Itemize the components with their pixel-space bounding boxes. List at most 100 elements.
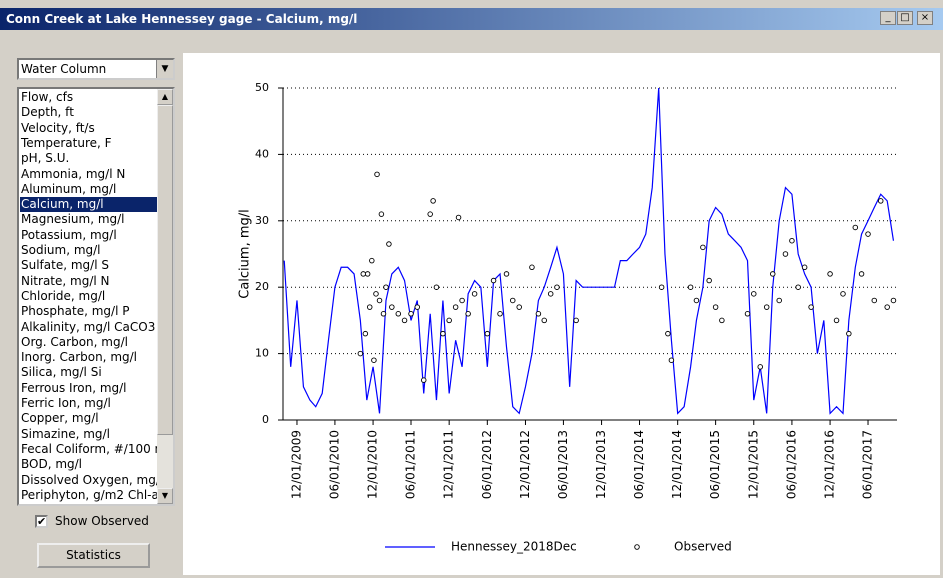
observed-point (858, 271, 865, 277)
observed-point (719, 317, 725, 324)
y-tick-label: 40 (255, 147, 269, 160)
observed-point (776, 297, 782, 304)
minimize-button[interactable]: _ (880, 11, 896, 25)
x-tick-label: 06/01/2013 (556, 430, 570, 499)
list-item[interactable]: Phosphate, mg/l P (21, 304, 130, 319)
observed-point (789, 237, 795, 244)
observed-point (795, 284, 801, 290)
scrollbar[interactable]: ▲ ▼ (157, 89, 173, 504)
observed-point (541, 317, 547, 324)
series-line (283, 87, 895, 415)
y-axis-label: Calcium, mg/l (238, 209, 253, 299)
observed-point (395, 311, 402, 317)
observed-point (471, 291, 478, 297)
observed-point (408, 311, 414, 317)
observed-point (459, 297, 465, 304)
x-tick-label: 06/01/2011 (404, 430, 418, 499)
observed-point (827, 271, 833, 277)
dropdown[interactable]: Water Column ▼ (17, 58, 175, 80)
list-item[interactable]: Depth, ft (21, 105, 74, 120)
observed-point (744, 311, 751, 317)
observed-point (366, 304, 373, 310)
y-tick-label: 30 (255, 214, 269, 227)
x-tick-label: 12/01/2016 (823, 430, 837, 499)
observed-point (884, 304, 890, 310)
list-box: ▲ ▼ Flow, cfs Depth, ft Velocity, ft/s Temp… (17, 87, 175, 506)
observed-point (529, 264, 535, 271)
observed-point (420, 377, 427, 383)
observed-point (846, 330, 852, 337)
observed-point (547, 291, 554, 297)
y-tick-label: 50 (255, 81, 269, 94)
list-item[interactable]: Simazine, mg/l (21, 426, 110, 441)
list-item[interactable]: pH, S.U. (21, 151, 70, 166)
checkbox-label[interactable]: Show Observed (55, 514, 149, 528)
list-item[interactable]: Silica, mg/l Si (21, 365, 102, 380)
list-item[interactable]: Org. Carbon, mg/l (21, 334, 128, 349)
button-label: Statistics (66, 548, 121, 562)
observed-point (371, 357, 377, 363)
list-item[interactable]: BOD, mg/l (21, 457, 83, 472)
list-item[interactable]: Inorg. Carbon, mg/l (21, 350, 137, 365)
x-tick-label: 06/01/2012 (480, 430, 494, 499)
list-item[interactable]: Nitrate, mg/l N (21, 273, 110, 288)
observed-point (430, 198, 436, 204)
observed-point (369, 257, 375, 264)
scroll-thumb[interactable] (157, 105, 173, 435)
x-tick-label: 12/01/2012 (518, 430, 532, 499)
list-item[interactable]: Aluminum, mg/l (21, 181, 117, 196)
observed-point (510, 297, 516, 304)
observed-point (490, 277, 497, 284)
list-item[interactable]: Ferric Ion, mg/l (21, 396, 111, 410)
legend-label: Observed (674, 540, 732, 554)
observed-point (362, 330, 369, 337)
statistics-button[interactable]: Statistics (37, 543, 150, 568)
observed-point (763, 304, 770, 310)
list-item[interactable]: Alkalinity, mg/l CaCO3 (21, 319, 156, 334)
y-tick-label: 10 (255, 347, 269, 360)
list-item[interactable]: Dissolved Oxygen, mg/l (21, 472, 157, 487)
x-tick-label: 12/01/2010 (366, 430, 380, 499)
list-item[interactable]: Ferrous Iron, mg/l (21, 380, 127, 395)
list-item[interactable]: Copper, mg/l (21, 411, 99, 426)
y-tick-label: 0 (262, 413, 269, 426)
list-item[interactable]: Ammonia, mg/l N (21, 166, 126, 181)
observed-point (433, 284, 440, 290)
x-tick-label: 12/01/2011 (442, 430, 456, 499)
observed-point (693, 297, 700, 304)
scroll-up[interactable]: ▲ (157, 89, 173, 105)
list-item[interactable]: Temperature, F (21, 135, 112, 150)
list-item[interactable]: Periphyton, g/m2 Chl-a (21, 487, 157, 502)
list-item[interactable]: Magnesium, mg/l (21, 212, 125, 227)
observed-point (668, 357, 675, 363)
observed-point (446, 317, 452, 324)
checkbox[interactable]: ✔ (35, 515, 48, 528)
observed-point (378, 211, 385, 217)
x-tick-label: 12/01/2015 (746, 430, 760, 499)
list-item[interactable]: Sulfate, mg/l S (21, 258, 109, 273)
observed-point (383, 284, 389, 290)
close-button[interactable]: × (917, 11, 933, 25)
observed-point (871, 297, 878, 304)
observed-point (712, 304, 719, 310)
maximize-button[interactable]: □ (897, 11, 913, 25)
list-item[interactable]: Calcium, mg/l (20, 197, 157, 213)
dropdown-arrow[interactable]: ▼ (156, 60, 173, 78)
observed-point (808, 304, 814, 310)
observed-point (757, 364, 763, 370)
x-tick-label: 12/01/2009 (289, 430, 303, 499)
list-item[interactable]: Fecal Coliform, #/100 m (21, 441, 157, 456)
observed-point (687, 284, 694, 290)
observed-point (554, 284, 560, 290)
list-item[interactable]: Potassium, mg/l (21, 227, 117, 242)
observed-point (376, 297, 383, 304)
legend-label: Hennessey_2018Dec (451, 540, 577, 554)
title-bar: Conn Creek at Lake Hennessey gage - Calc… (0, 8, 943, 30)
list-item[interactable]: Flow, cfs (21, 90, 74, 104)
observed-point (503, 271, 510, 277)
list-item[interactable]: Sodium, mg/l (21, 243, 101, 257)
scroll-down[interactable]: ▼ (157, 488, 173, 504)
list-item[interactable]: Chloride, mg/l (21, 288, 106, 303)
list-item[interactable]: Velocity, ft/s (21, 120, 95, 135)
observed-point (833, 317, 840, 324)
